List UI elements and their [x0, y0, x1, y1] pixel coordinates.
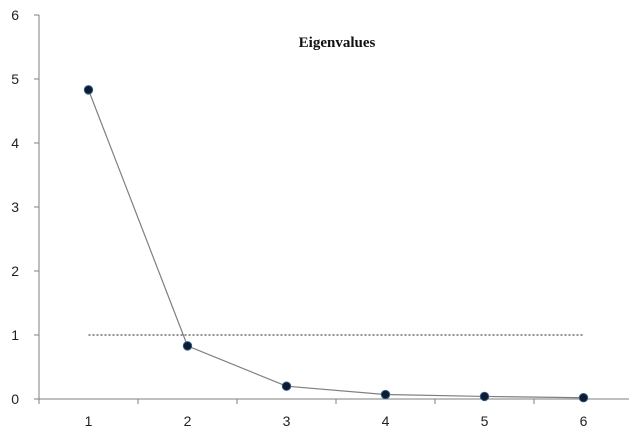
y-tick-label: 2	[11, 263, 19, 279]
y-tick-label: 6	[11, 7, 19, 23]
axes: 0 1 2 3 4 5 6 1 2 3 4 5 6	[11, 7, 629, 429]
x-tick-label: 6	[580, 413, 588, 429]
y-tick-label: 4	[11, 135, 19, 151]
y-tick-label: 5	[11, 71, 19, 87]
x-tick-label: 3	[283, 413, 291, 429]
y-tick-label: 0	[11, 391, 19, 407]
data-point	[380, 389, 391, 400]
data-point	[83, 85, 94, 95]
y-tick-label: 3	[11, 199, 19, 215]
x-tick-label: 4	[382, 413, 390, 429]
data-point	[182, 341, 193, 351]
x-tick-label: 5	[481, 413, 489, 429]
y-tick-label: 1	[11, 327, 19, 343]
chart-title: Eigenvalues	[299, 35, 376, 51]
x-tick-label: 2	[184, 413, 192, 429]
series-line	[87, 89, 584, 399]
data-point	[578, 393, 589, 403]
series-group	[83, 85, 589, 403]
data-point	[281, 381, 292, 391]
x-tick-label: 1	[85, 413, 93, 429]
data-point	[479, 391, 490, 402]
